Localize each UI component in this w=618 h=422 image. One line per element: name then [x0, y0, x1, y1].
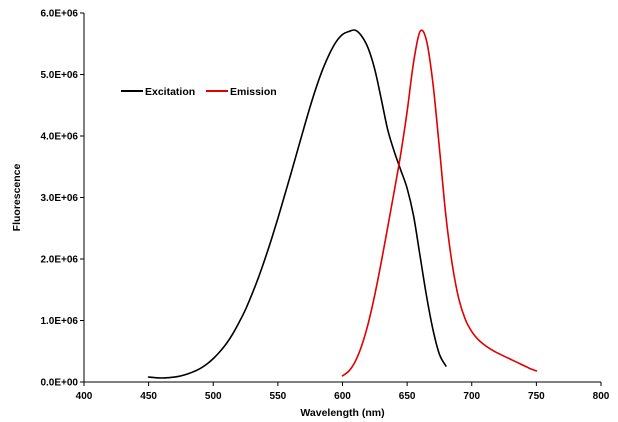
- y-tick-label: 6.0E+06: [40, 9, 78, 20]
- legend-label-emission: Emission: [230, 86, 277, 98]
- x-tick-label: 500: [205, 391, 222, 402]
- legend: Excitation Emission: [121, 86, 277, 98]
- series-layer: [147, 29, 538, 379]
- y-tick-label: 4.0E+06: [40, 132, 78, 143]
- series-line-emission: [341, 29, 538, 377]
- legend-label-excitation: Excitation: [145, 86, 195, 98]
- x-tick-label: 750: [528, 391, 545, 402]
- y-tick-label: 0.0E+00: [40, 378, 78, 389]
- y-tick-label: 2.0E+06: [40, 255, 78, 266]
- x-tick-label: 700: [463, 391, 480, 402]
- y-tick-label: 1.0E+06: [40, 316, 78, 327]
- x-tick-label: 400: [76, 391, 93, 402]
- y-axis-title: Fluorescence: [11, 163, 23, 231]
- x-tick-label: 800: [593, 391, 610, 402]
- y-axis-ticks: 0.0E+00 1.0E+06 2.0E+06 3.0E+06 4.0E+06 5.0E+…: [40, 9, 84, 389]
- x-tick-label: 450: [140, 391, 157, 402]
- series-line-excitation: [147, 29, 447, 379]
- x-axis-title: Wavelength (nm): [300, 407, 384, 419]
- y-tick-label: 3.0E+06: [40, 193, 78, 204]
- x-axis-ticks: 400 450 500 550 600 650 700 750 800: [76, 382, 610, 402]
- x-tick-label: 600: [334, 391, 351, 402]
- y-tick-label: 5.0E+06: [40, 70, 78, 81]
- x-tick-label: 650: [399, 391, 416, 402]
- x-tick-label: 550: [270, 391, 287, 402]
